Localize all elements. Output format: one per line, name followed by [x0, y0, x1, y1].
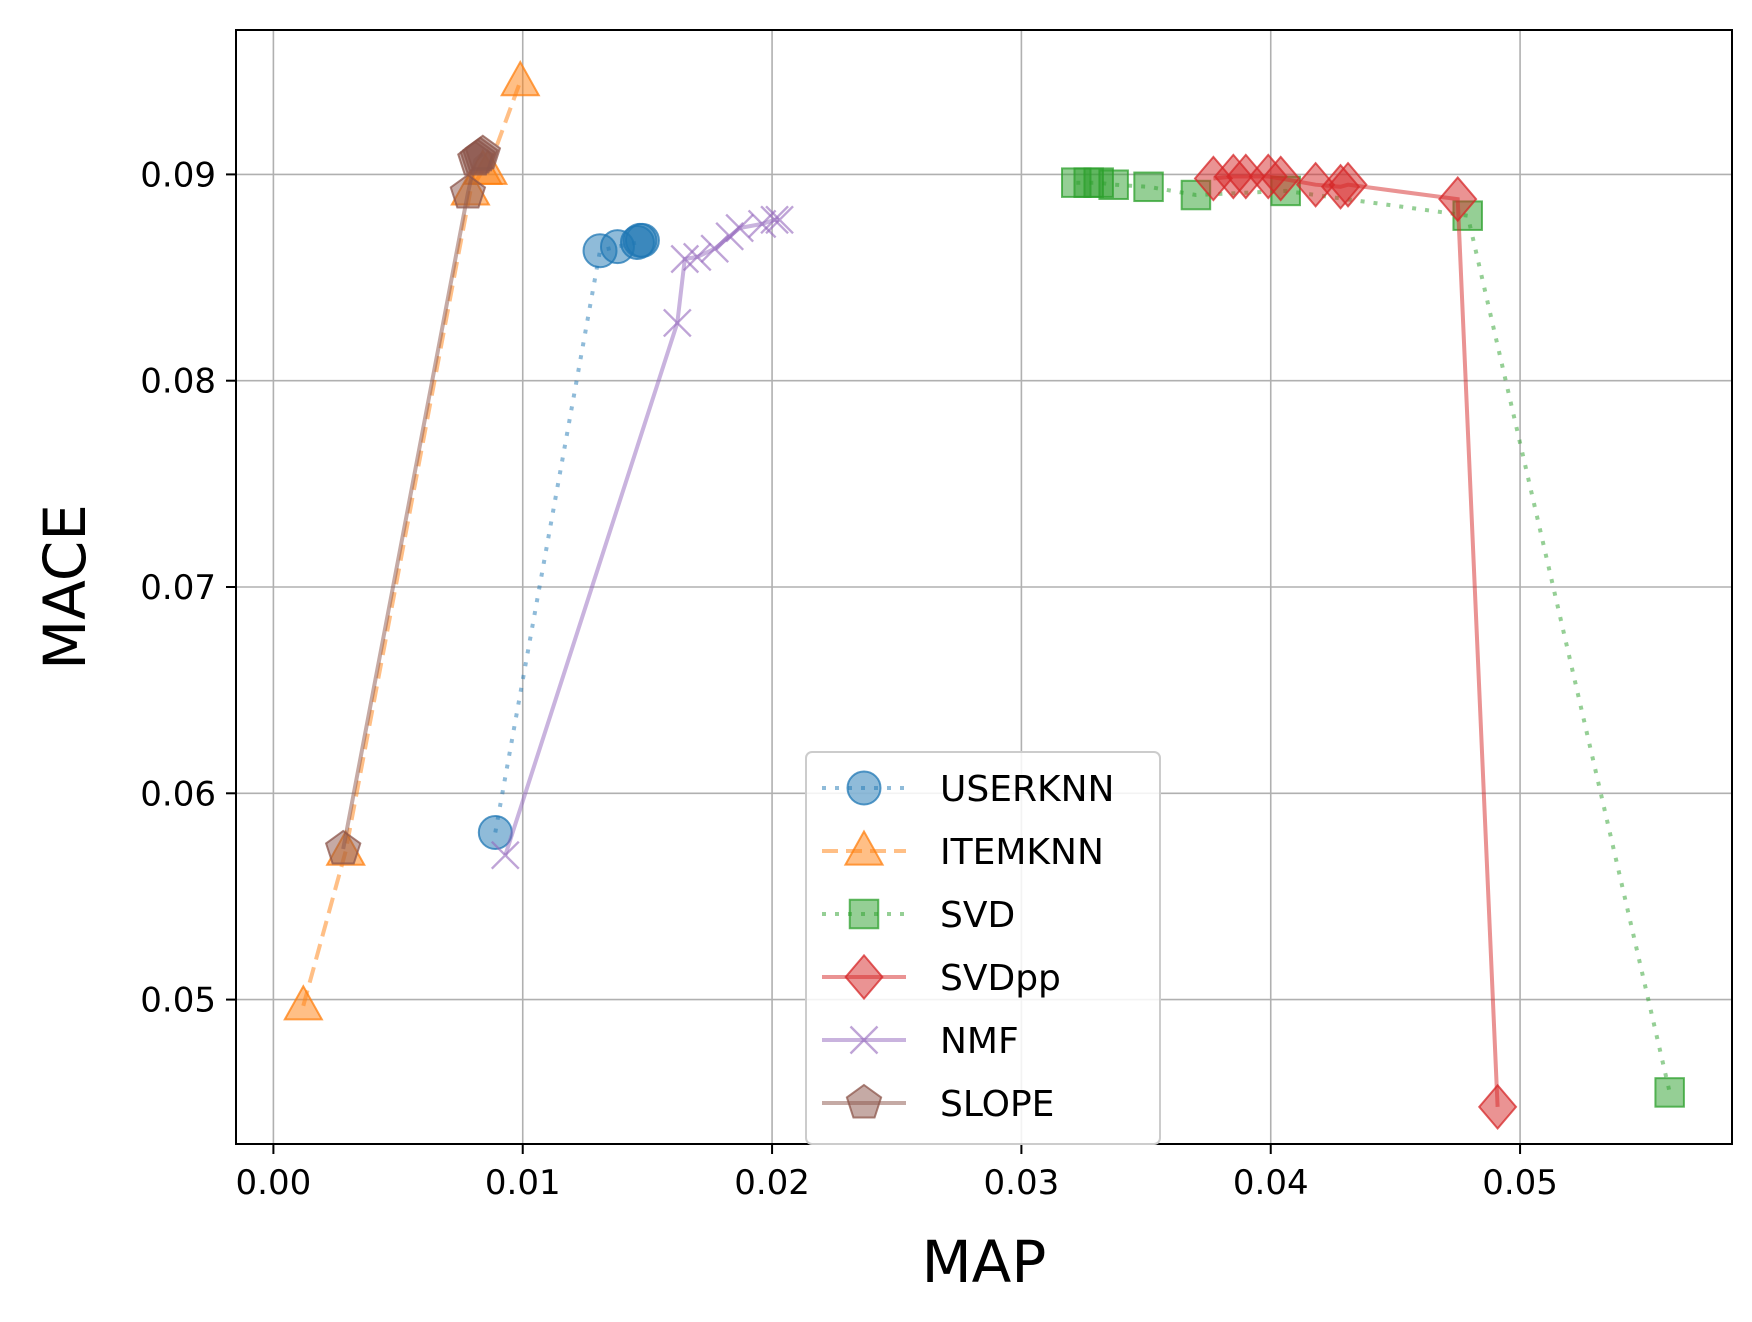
data-point-nmf [682, 242, 712, 272]
legend-item-svdpp: SVDpp [822, 953, 1061, 1001]
legend-label: SVD [940, 895, 1015, 936]
y-tick-label: 0.07 [140, 568, 216, 608]
data-point-nmf [760, 205, 789, 235]
data-point-slope [449, 173, 487, 209]
data-point-svd [1133, 171, 1164, 203]
legend-marker [848, 898, 880, 930]
data-point-nmf [765, 205, 794, 235]
x-tick-label: 0.01 [485, 1163, 561, 1203]
legend-item-userknn: USERKNN [822, 769, 1114, 810]
data-point-itemknn [283, 984, 324, 1021]
data-point-nmf [490, 840, 520, 870]
series-userknn [477, 222, 660, 850]
legend-label: ITEMKNN [940, 832, 1104, 873]
data-point-itemknn [500, 60, 541, 97]
data-point-svdpp [1328, 161, 1368, 208]
x-tick-label: 0.03 [984, 1163, 1060, 1203]
x-tick-label: 0.02 [734, 1163, 810, 1203]
data-point-svdpp [1295, 161, 1336, 208]
y-axis-title: MACE [31, 504, 99, 670]
data-point-svd [1098, 169, 1129, 200]
legend-item-svd: SVD [822, 895, 1015, 936]
legend-marker [843, 829, 885, 866]
series-layer [283, 60, 1685, 1131]
data-point-nmf [700, 234, 730, 264]
data-point-svdpp [1477, 1083, 1518, 1131]
legend-label: NMF [940, 1021, 1019, 1062]
series-nmf [490, 205, 794, 870]
legend-marker [845, 1083, 883, 1119]
legend-marker [846, 770, 882, 806]
legend-marker [844, 953, 884, 1001]
y-tick-label: 0.09 [140, 155, 216, 195]
legend: USERKNN ITEMKNN SVD SVDpp NMF SLOPE [805, 751, 1161, 1145]
y-tick-label: 0.05 [140, 981, 216, 1021]
y-tick-label: 0.06 [140, 774, 216, 814]
x-axis: 0.00 0.01 0.02 0.03 0.04 0.05 [236, 1144, 1558, 1203]
x-axis-title: MAP [922, 1228, 1047, 1296]
y-axis: 0.05 0.06 0.07 0.08 0.09 [140, 155, 236, 1021]
x-tick-label: 0.00 [236, 1163, 312, 1203]
data-point-nmf [662, 308, 692, 338]
series-slope [324, 134, 502, 865]
series-svdpp [1193, 153, 1518, 1131]
data-point-nmf [670, 244, 700, 274]
legend-item-nmf: NMF [822, 1021, 1019, 1062]
legend-marker [849, 1025, 879, 1055]
data-point-userknn [624, 222, 660, 258]
x-tick-label: 0.04 [1233, 1163, 1309, 1203]
data-point-slope [464, 134, 502, 170]
x-tick-label: 0.05 [1482, 1163, 1558, 1203]
data-point-slope [324, 829, 362, 865]
legend-item-slope: SLOPE [822, 1083, 1054, 1125]
data-point-svdpp [1261, 155, 1301, 202]
legend-label: USERKNN [940, 769, 1114, 810]
legend-item-itemknn: ITEMKNN [822, 829, 1104, 873]
legend-label: SLOPE [940, 1084, 1054, 1125]
data-point-svdpp [1438, 176, 1478, 223]
legend-label: SVDpp [940, 958, 1061, 999]
y-tick-label: 0.08 [140, 362, 216, 402]
data-point-svd [1654, 1077, 1685, 1108]
